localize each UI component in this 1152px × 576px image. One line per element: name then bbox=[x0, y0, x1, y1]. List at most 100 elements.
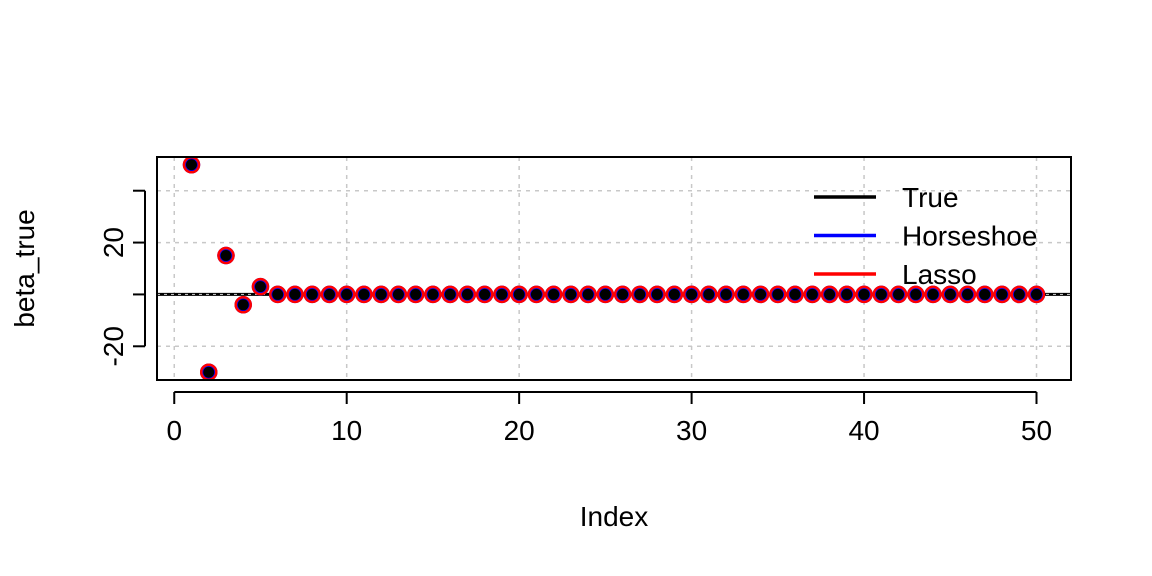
point-true bbox=[944, 288, 956, 300]
point-lasso bbox=[993, 285, 1011, 304]
point-true bbox=[720, 288, 732, 300]
point-lasso bbox=[389, 285, 408, 304]
x-tick-label: 50 bbox=[1021, 415, 1052, 446]
point-true bbox=[220, 250, 232, 262]
legend-label-horseshoe: Horseshoe bbox=[902, 221, 1037, 252]
y-axis: -20 20 bbox=[98, 189, 146, 367]
point-lasso bbox=[579, 285, 597, 304]
y-axis-label: beta_true bbox=[9, 209, 40, 327]
point-lasso bbox=[769, 285, 787, 304]
point-lasso bbox=[838, 285, 856, 304]
point-true bbox=[548, 288, 560, 300]
point-lasso bbox=[1027, 285, 1046, 304]
point-true bbox=[806, 288, 818, 300]
point-true bbox=[358, 288, 370, 300]
point-true bbox=[461, 288, 473, 300]
point-true bbox=[893, 288, 905, 300]
legend-label-true: True bbox=[902, 182, 959, 213]
point-true bbox=[686, 288, 698, 300]
point-true bbox=[513, 288, 525, 300]
point-true bbox=[237, 299, 249, 311]
point-lasso bbox=[907, 285, 925, 304]
point-true bbox=[185, 159, 197, 171]
point-lasso bbox=[544, 285, 563, 304]
point-lasso bbox=[441, 285, 459, 304]
point-lasso bbox=[665, 285, 684, 304]
point-true bbox=[668, 288, 680, 300]
legend: True Horseshoe Lasso bbox=[814, 182, 1037, 290]
point-lasso bbox=[889, 285, 908, 304]
point-true bbox=[272, 288, 284, 300]
point-lasso bbox=[958, 285, 977, 304]
point-lasso bbox=[286, 285, 304, 304]
point-true bbox=[737, 288, 749, 300]
point-lasso bbox=[648, 285, 666, 304]
point-lasso bbox=[700, 285, 718, 304]
point-lasso bbox=[475, 285, 494, 304]
point-true bbox=[1013, 288, 1025, 300]
point-true bbox=[323, 288, 335, 300]
point-true bbox=[582, 288, 594, 300]
legend-label-lasso: Lasso bbox=[902, 259, 977, 290]
point-true bbox=[565, 288, 577, 300]
point-true bbox=[375, 288, 387, 300]
point-true bbox=[341, 288, 353, 300]
grid-layer bbox=[157, 157, 1071, 380]
point-lasso bbox=[320, 285, 339, 304]
point-lasso bbox=[406, 285, 425, 304]
point-true bbox=[530, 288, 542, 300]
point-lasso bbox=[458, 285, 477, 304]
point-true bbox=[254, 281, 266, 293]
y-tick-label: 20 bbox=[98, 227, 129, 258]
point-true bbox=[962, 288, 974, 300]
point-true bbox=[306, 288, 318, 300]
x-axis-label: Index bbox=[580, 501, 649, 532]
point-lasso bbox=[527, 285, 546, 304]
point-true bbox=[755, 288, 767, 300]
point-lasso bbox=[751, 285, 770, 304]
point-true bbox=[599, 288, 611, 300]
point-lasso bbox=[355, 285, 373, 304]
point-lasso bbox=[631, 285, 649, 304]
point-lasso bbox=[734, 285, 753, 304]
point-lasso bbox=[234, 296, 252, 314]
point-lasso bbox=[251, 277, 270, 296]
point-true bbox=[996, 288, 1008, 300]
x-tick-label: 30 bbox=[676, 415, 707, 446]
point-true bbox=[392, 288, 404, 300]
point-true bbox=[617, 288, 629, 300]
point-lasso bbox=[941, 285, 960, 304]
point-true bbox=[203, 366, 215, 378]
point-lasso bbox=[337, 285, 356, 304]
x-tick-label: 20 bbox=[504, 415, 535, 446]
point-true bbox=[772, 288, 784, 300]
point-lasso bbox=[613, 285, 632, 304]
point-lasso bbox=[976, 285, 994, 304]
points-layer bbox=[182, 156, 1046, 381]
point-lasso bbox=[682, 285, 701, 304]
point-true bbox=[427, 288, 439, 300]
point-true bbox=[289, 288, 301, 300]
point-lasso bbox=[424, 285, 442, 304]
point-lasso bbox=[855, 285, 873, 304]
point-lasso bbox=[803, 285, 822, 304]
point-lasso bbox=[1010, 285, 1029, 304]
point-true bbox=[858, 288, 870, 300]
point-true bbox=[979, 288, 991, 300]
point-true bbox=[1031, 288, 1043, 300]
point-lasso bbox=[820, 285, 839, 304]
point-true bbox=[789, 288, 801, 300]
point-lasso bbox=[562, 285, 580, 304]
point-true bbox=[824, 288, 836, 300]
x-tick-label: 0 bbox=[166, 415, 182, 446]
point-true bbox=[927, 288, 939, 300]
point-true bbox=[634, 288, 646, 300]
point-lasso bbox=[510, 285, 528, 304]
point-lasso bbox=[717, 285, 735, 304]
point-true bbox=[496, 288, 508, 300]
point-true bbox=[444, 288, 456, 300]
point-true bbox=[410, 288, 422, 300]
point-lasso bbox=[372, 285, 390, 304]
point-lasso bbox=[786, 285, 804, 304]
